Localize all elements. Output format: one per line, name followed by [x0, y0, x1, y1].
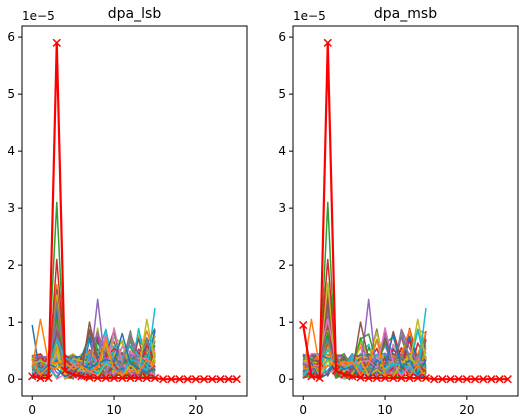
y-tick-label: 5: [7, 87, 15, 101]
x-tick-label: 20: [459, 403, 474, 417]
y-tick-label: 6: [7, 30, 15, 44]
y-tick-label: 3: [7, 201, 15, 215]
y-tick-label: 2: [278, 258, 286, 272]
y-tick-label: 0: [7, 372, 15, 386]
y-tick-label: 6: [278, 30, 286, 44]
x-tick-label: 10: [106, 403, 121, 417]
y-tick-label: 2: [7, 258, 15, 272]
x-tick-label: 10: [377, 403, 392, 417]
y-tick-label: 0: [278, 372, 286, 386]
y-tick-label: 1: [278, 315, 286, 329]
y-tick-label: 5: [278, 87, 286, 101]
chart-title: dpa_msb: [374, 6, 437, 22]
y-tick-label: 1: [7, 315, 15, 329]
y-offset-label: 1e−5: [293, 9, 326, 23]
y-tick-label: 4: [7, 144, 15, 158]
y-offset-label: 1e−5: [22, 9, 55, 23]
x-tick-label: 0: [28, 403, 36, 417]
x-tick-label: 0: [299, 403, 307, 417]
y-tick-label: 4: [278, 144, 286, 158]
chart-title: dpa_lsb: [108, 6, 162, 22]
y-tick-label: 3: [278, 201, 286, 215]
x-tick-label: 20: [188, 403, 203, 417]
